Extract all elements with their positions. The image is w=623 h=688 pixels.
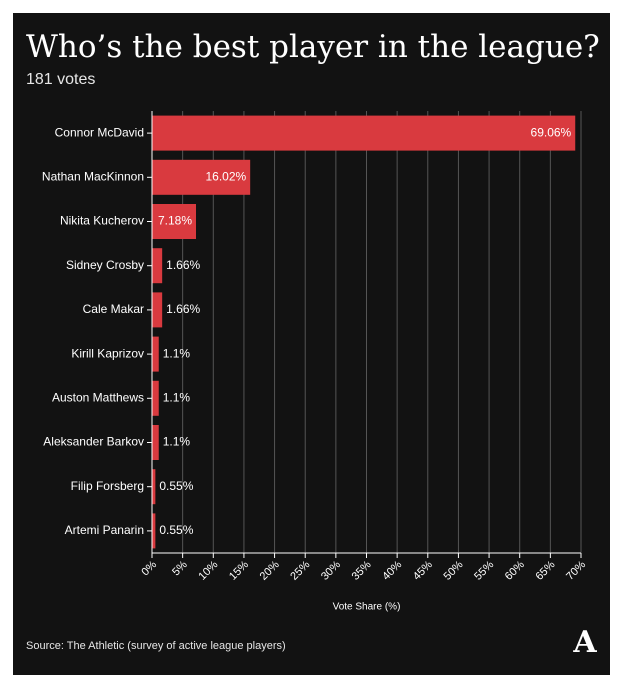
category-label: Nikita Kucherov: [60, 214, 144, 228]
bar: [152, 159, 251, 195]
category-label: Auston Matthews: [52, 390, 144, 404]
category-label: Cale Makar: [83, 302, 144, 316]
x-tick-label: 10%: [196, 559, 220, 583]
x-tick-label: 35%: [350, 559, 374, 583]
bar: [152, 513, 156, 549]
bar: [152, 336, 159, 372]
x-tick-label: 55%: [472, 559, 496, 583]
bar-chart: 0% 5% 10% 15% 20% 25% 30% 35% 40% 45% 50% 55% 60% 65%…: [42, 111, 588, 613]
chart-title: Who’s the best player in the league?: [26, 29, 600, 65]
x-tick-label: 20%: [258, 559, 282, 583]
bars: [152, 115, 576, 549]
value-label: 1.1%: [163, 346, 191, 360]
x-tick-label: 70%: [564, 559, 588, 583]
bar: [152, 115, 576, 151]
category-label: Sidney Crosby: [66, 258, 144, 272]
x-tick-label: 40%: [380, 559, 404, 583]
value-label: 1.1%: [163, 390, 191, 404]
x-tick-label: 0%: [139, 559, 159, 579]
value-label: 7.18%: [158, 214, 192, 228]
bar: [152, 469, 156, 505]
axes: [147, 111, 582, 558]
x-tick-label: 60%: [503, 559, 527, 583]
x-tick-label: 50%: [442, 559, 466, 583]
category-label: Nathan MacKinnon: [42, 169, 144, 183]
bar: [152, 425, 159, 460]
value-label: 0.55%: [159, 523, 193, 537]
category-label: Connor McDavid: [55, 125, 144, 139]
x-tick-label: 15%: [227, 559, 251, 583]
x-tick-label: 45%: [411, 559, 435, 583]
grid-lines: [182, 111, 582, 553]
source-note: Source: The Athletic (survey of active l…: [26, 640, 286, 652]
x-tick-label: 65%: [533, 559, 557, 583]
x-tick-label: 25%: [288, 559, 312, 583]
athletic-logo: A: [573, 625, 597, 660]
bar: [152, 380, 159, 416]
value-label: 16.02%: [205, 169, 246, 183]
value-label: 1.1%: [163, 435, 191, 449]
value-label: 0.55%: [159, 479, 193, 493]
category-label: Filip Forsberg: [71, 479, 144, 493]
bar: [152, 292, 163, 328]
labels: 0% 5% 10% 15% 20% 25% 30% 35% 40% 45% 50% 55% 60% 65%…: [42, 125, 588, 612]
value-label: 1.66%: [166, 302, 200, 316]
bar: [152, 248, 163, 284]
value-label: 69.06%: [531, 125, 572, 139]
bar: [152, 204, 197, 239]
x-tick-label: 30%: [319, 559, 343, 583]
x-axis-title: Vote Share (%): [333, 602, 401, 613]
value-label: 1.66%: [166, 258, 200, 272]
vote-count: 181 votes: [26, 71, 96, 88]
category-label: Kirill Kaprizov: [71, 346, 144, 360]
x-tick-label: 5%: [170, 559, 190, 579]
category-label: Aleksander Barkov: [43, 435, 144, 449]
chart-card: Who’s the best player in the league? 181…: [13, 13, 610, 675]
category-label: Artemi Panarin: [65, 523, 144, 537]
